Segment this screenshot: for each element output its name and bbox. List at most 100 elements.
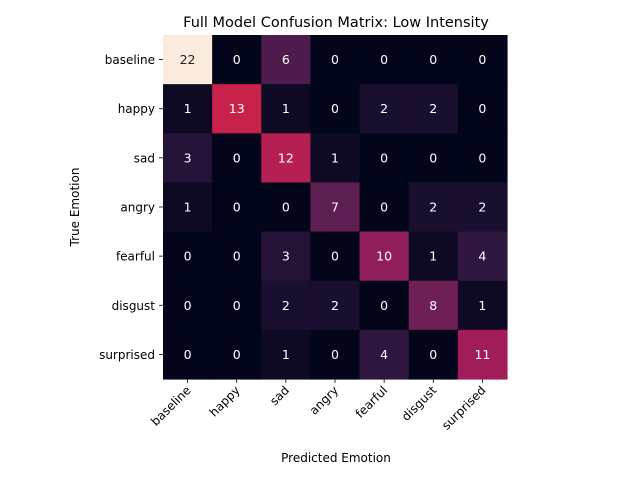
x-tick-label: happy <box>207 383 243 419</box>
heatmap-cell <box>408 133 459 184</box>
heatmap-cell <box>457 84 508 134</box>
heatmap-cell <box>408 35 459 85</box>
cell-value-label: 0 <box>478 150 486 165</box>
heatmap-cell <box>408 329 459 380</box>
cell-value-label: 0 <box>331 101 339 116</box>
x-tick-label: fearful <box>353 383 391 421</box>
cell-value-label: 4 <box>478 249 486 264</box>
cell-value-label: 10 <box>376 249 392 264</box>
heatmap-cell <box>359 182 410 233</box>
heatmap-cell <box>457 35 508 85</box>
heatmap-cell <box>261 280 312 331</box>
heatmap-cell <box>163 231 213 282</box>
cell-value-label: 2 <box>478 199 486 214</box>
heatmap-cell <box>408 84 459 134</box>
heatmap-cell <box>457 231 508 282</box>
heatmap-cell <box>261 231 312 282</box>
heatmap-cell <box>163 133 213 184</box>
cell-value-label: 1 <box>282 101 290 116</box>
heatmap-cell <box>310 329 361 380</box>
heatmap-cell <box>163 329 213 380</box>
cell-value-label: 0 <box>380 150 388 165</box>
heatmap-cell <box>359 231 410 282</box>
cell-value-label: 3 <box>184 150 192 165</box>
heatmap-cell <box>163 84 213 134</box>
y-tick-label: sad <box>134 151 155 165</box>
cell-value-label: 2 <box>380 101 388 116</box>
heatmap-cell <box>359 35 410 85</box>
x-tick-label: angry <box>307 383 341 417</box>
heatmap-cell <box>408 182 459 233</box>
heatmap-cell <box>310 182 361 233</box>
chart-title: Full Model Confusion Matrix: Low Intensi… <box>183 15 489 31</box>
cell-value-label: 0 <box>380 199 388 214</box>
cell-value-label: 0 <box>331 347 339 362</box>
cell-value-label: 0 <box>184 249 192 264</box>
heatmap-cell <box>457 133 508 184</box>
heatmap-cell <box>457 182 508 233</box>
cell-value-label: 0 <box>380 52 388 67</box>
heatmap-cell <box>212 35 262 85</box>
heatmap-cell <box>310 231 361 282</box>
cell-value-label: 12 <box>278 150 294 165</box>
heatmap-cell <box>212 329 262 380</box>
cell-value-label: 0 <box>233 199 241 214</box>
heatmap-cell <box>212 280 262 331</box>
cell-value-label: 0 <box>429 347 437 362</box>
cell-value-label: 1 <box>478 298 486 313</box>
heatmap-cell <box>457 280 508 331</box>
heatmap-cell <box>359 133 410 184</box>
heatmap-cell <box>457 329 508 380</box>
heatmap-cells <box>163 35 508 380</box>
cell-value-label: 7 <box>331 199 339 214</box>
cell-value-label: 3 <box>282 249 290 264</box>
cell-value-label: 0 <box>478 101 486 116</box>
cell-value-label: 8 <box>429 298 437 313</box>
cell-value-label: 0 <box>282 199 290 214</box>
y-tick-label: disgust <box>112 299 156 313</box>
cell-value-label: 0 <box>478 52 486 67</box>
cell-value-label: 1 <box>429 249 437 264</box>
cell-value-label: 2 <box>331 298 339 313</box>
cell-value-label: 1 <box>282 347 290 362</box>
heatmap-cell <box>310 84 361 134</box>
cell-value-label: 1 <box>184 199 192 214</box>
heatmap-cell <box>310 280 361 331</box>
x-axis-label: Predicted Emotion <box>281 451 391 465</box>
y-axis-label: True Emotion <box>68 168 82 248</box>
cell-value-label: 6 <box>282 52 290 67</box>
cell-value-label: 0 <box>429 150 437 165</box>
cell-value-label: 1 <box>331 150 339 165</box>
heatmap-cell <box>310 35 361 85</box>
heatmap-cell <box>212 84 262 134</box>
heatmap-cell <box>408 231 459 282</box>
y-tick-label: happy <box>118 102 155 116</box>
heatmap-cell <box>408 280 459 331</box>
heatmap-cell <box>261 35 312 85</box>
heatmap-cell <box>261 84 312 134</box>
y-tick-label: angry <box>120 200 155 214</box>
heatmap-cell <box>212 231 262 282</box>
cell-value-label: 1 <box>184 101 192 116</box>
heatmap-cell-labels: 22 0 6 0 0 0 01 13 1 0 2 2 03 0 12 1 0 0 01 0 0 7 0 2 20 0 3 0 10 1 40… <box>180 52 491 362</box>
cell-value-label: 0 <box>233 52 241 67</box>
cell-value-label: 0 <box>331 249 339 264</box>
heatmap-cell <box>261 182 312 233</box>
cell-value-label: 22 <box>180 52 196 67</box>
cell-value-label: 0 <box>380 298 388 313</box>
cell-value-label: 2 <box>429 199 437 214</box>
cell-value-label: 11 <box>474 347 490 362</box>
heatmap-cell <box>163 182 213 233</box>
cell-value-label: 0 <box>331 52 339 67</box>
heatmap-cell <box>359 280 410 331</box>
cell-value-label: 0 <box>184 298 192 313</box>
heatmap-cell <box>212 182 262 233</box>
x-tick-label: sad <box>267 383 292 408</box>
heatmap-cell <box>261 133 312 184</box>
x-tick-label: disgust <box>399 383 440 424</box>
x-tick-label: baseline <box>148 383 193 428</box>
y-tick-label: surprised <box>99 348 155 362</box>
cell-value-label: 0 <box>233 347 241 362</box>
